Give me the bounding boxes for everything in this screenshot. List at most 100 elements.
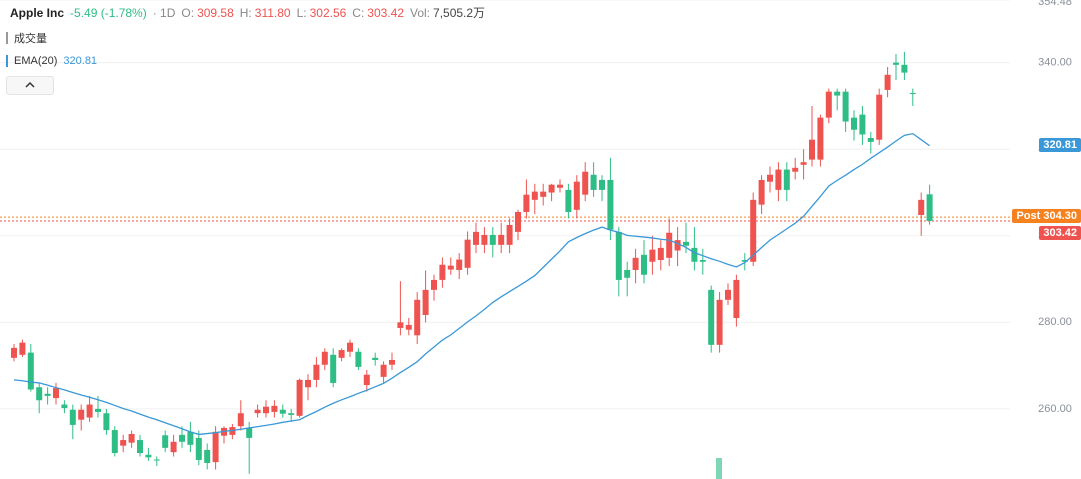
candle-body	[53, 388, 59, 399]
candle-body	[405, 324, 412, 330]
candle-body	[153, 459, 160, 461]
candle-body	[19, 342, 26, 355]
header-value: 7,505.2万	[433, 6, 486, 20]
candle-body	[330, 354, 337, 383]
ema-value: 320.81	[63, 55, 98, 67]
candle-body	[439, 264, 446, 280]
change: -5.49 (-1.78%)	[70, 5, 147, 20]
header-value: 303.42	[367, 5, 404, 20]
candle-body	[851, 117, 857, 130]
candle-body	[792, 167, 799, 172]
candle-body	[590, 174, 597, 190]
candle-body	[36, 387, 43, 401]
candle-body	[321, 351, 328, 365]
candle-body	[86, 404, 93, 418]
candle-body	[699, 260, 706, 262]
candle-body	[834, 91, 841, 96]
candle-body	[305, 379, 311, 388]
candle-body	[195, 437, 202, 460]
candle-body	[380, 364, 387, 377]
candle-body	[145, 454, 152, 458]
candle-body	[842, 91, 849, 122]
candle-body	[347, 342, 353, 352]
candle-body	[725, 289, 731, 300]
volume-bar	[716, 458, 722, 479]
candle-body	[800, 162, 807, 165]
candle-body	[515, 211, 521, 232]
candle-body	[901, 64, 908, 73]
candle-body	[69, 409, 76, 425]
candle-body	[355, 351, 362, 367]
candle-body	[809, 139, 815, 160]
candle-body	[61, 404, 68, 409]
candle-body	[414, 299, 421, 336]
candle-body	[741, 260, 748, 262]
candle-body	[162, 435, 169, 448]
candle-body	[506, 224, 513, 245]
header-label: Vol:	[410, 5, 431, 20]
candle-body	[783, 169, 790, 190]
candle-body	[422, 289, 429, 315]
candle-body	[523, 194, 530, 212]
candle-body	[464, 239, 471, 268]
candle-body	[649, 249, 656, 262]
candle-body	[237, 413, 244, 427]
candle-body	[103, 413, 110, 431]
header: Apple Inc -5.49 (-1.78%) · 1D O: 309.58 H:…	[10, 4, 485, 21]
candle-body	[481, 234, 488, 245]
candle-body	[573, 181, 580, 210]
interval: · 1D	[152, 5, 176, 20]
volume-legend: 成交量	[6, 30, 47, 46]
candle-body	[212, 431, 219, 463]
ema-price-tag: 320.81	[1039, 137, 1081, 152]
post-value: 304.30	[1043, 210, 1077, 223]
candle-body	[548, 184, 555, 193]
candle-body	[254, 409, 261, 414]
candle-body	[641, 254, 647, 275]
legend-bar	[6, 32, 8, 44]
y-tick-label: 354.48	[1038, 0, 1072, 8]
post-label: Post	[1016, 210, 1041, 223]
header-label: O:	[181, 5, 195, 20]
candle-body	[128, 433, 135, 443]
candle-body	[615, 231, 622, 280]
candle-body	[758, 179, 765, 205]
candle-body	[683, 241, 689, 246]
header-label: H:	[239, 5, 252, 20]
y-tick-label: 340.00	[1038, 57, 1072, 69]
candle-body	[271, 405, 278, 412]
candle-body	[909, 92, 916, 94]
candle-body	[767, 174, 773, 182]
candle-body	[170, 441, 177, 453]
header-value: 311.80	[254, 5, 291, 20]
candle-body	[288, 413, 295, 415]
candle-body	[44, 393, 51, 396]
candle-body	[624, 269, 631, 278]
candle-body	[775, 169, 782, 190]
candle-body	[876, 94, 883, 140]
candle-body	[540, 191, 547, 197]
candle-body	[884, 74, 891, 90]
caret	[25, 81, 35, 88]
title: Apple Inc	[10, 5, 65, 20]
candle-body	[926, 194, 933, 221]
candle-body	[447, 265, 454, 270]
candle-body	[363, 374, 370, 386]
candle-body	[716, 299, 723, 345]
header-label: L:	[296, 5, 307, 20]
y-tick-label: 260.00	[1038, 403, 1072, 415]
candle-body	[691, 247, 698, 262]
candle-body	[565, 189, 572, 212]
candle-body	[750, 199, 757, 262]
candle-body	[531, 191, 538, 200]
header-value: 309.58	[197, 5, 234, 20]
candle-body	[498, 234, 505, 245]
candle-body	[137, 440, 143, 454]
collapse-button[interactable]	[6, 76, 54, 95]
candle-body	[674, 240, 681, 251]
candle-body	[111, 430, 118, 454]
candle-body	[372, 357, 379, 360]
candle-body	[607, 179, 614, 230]
candle-body	[179, 434, 185, 442]
ema-name: EMA(20)	[14, 55, 58, 67]
